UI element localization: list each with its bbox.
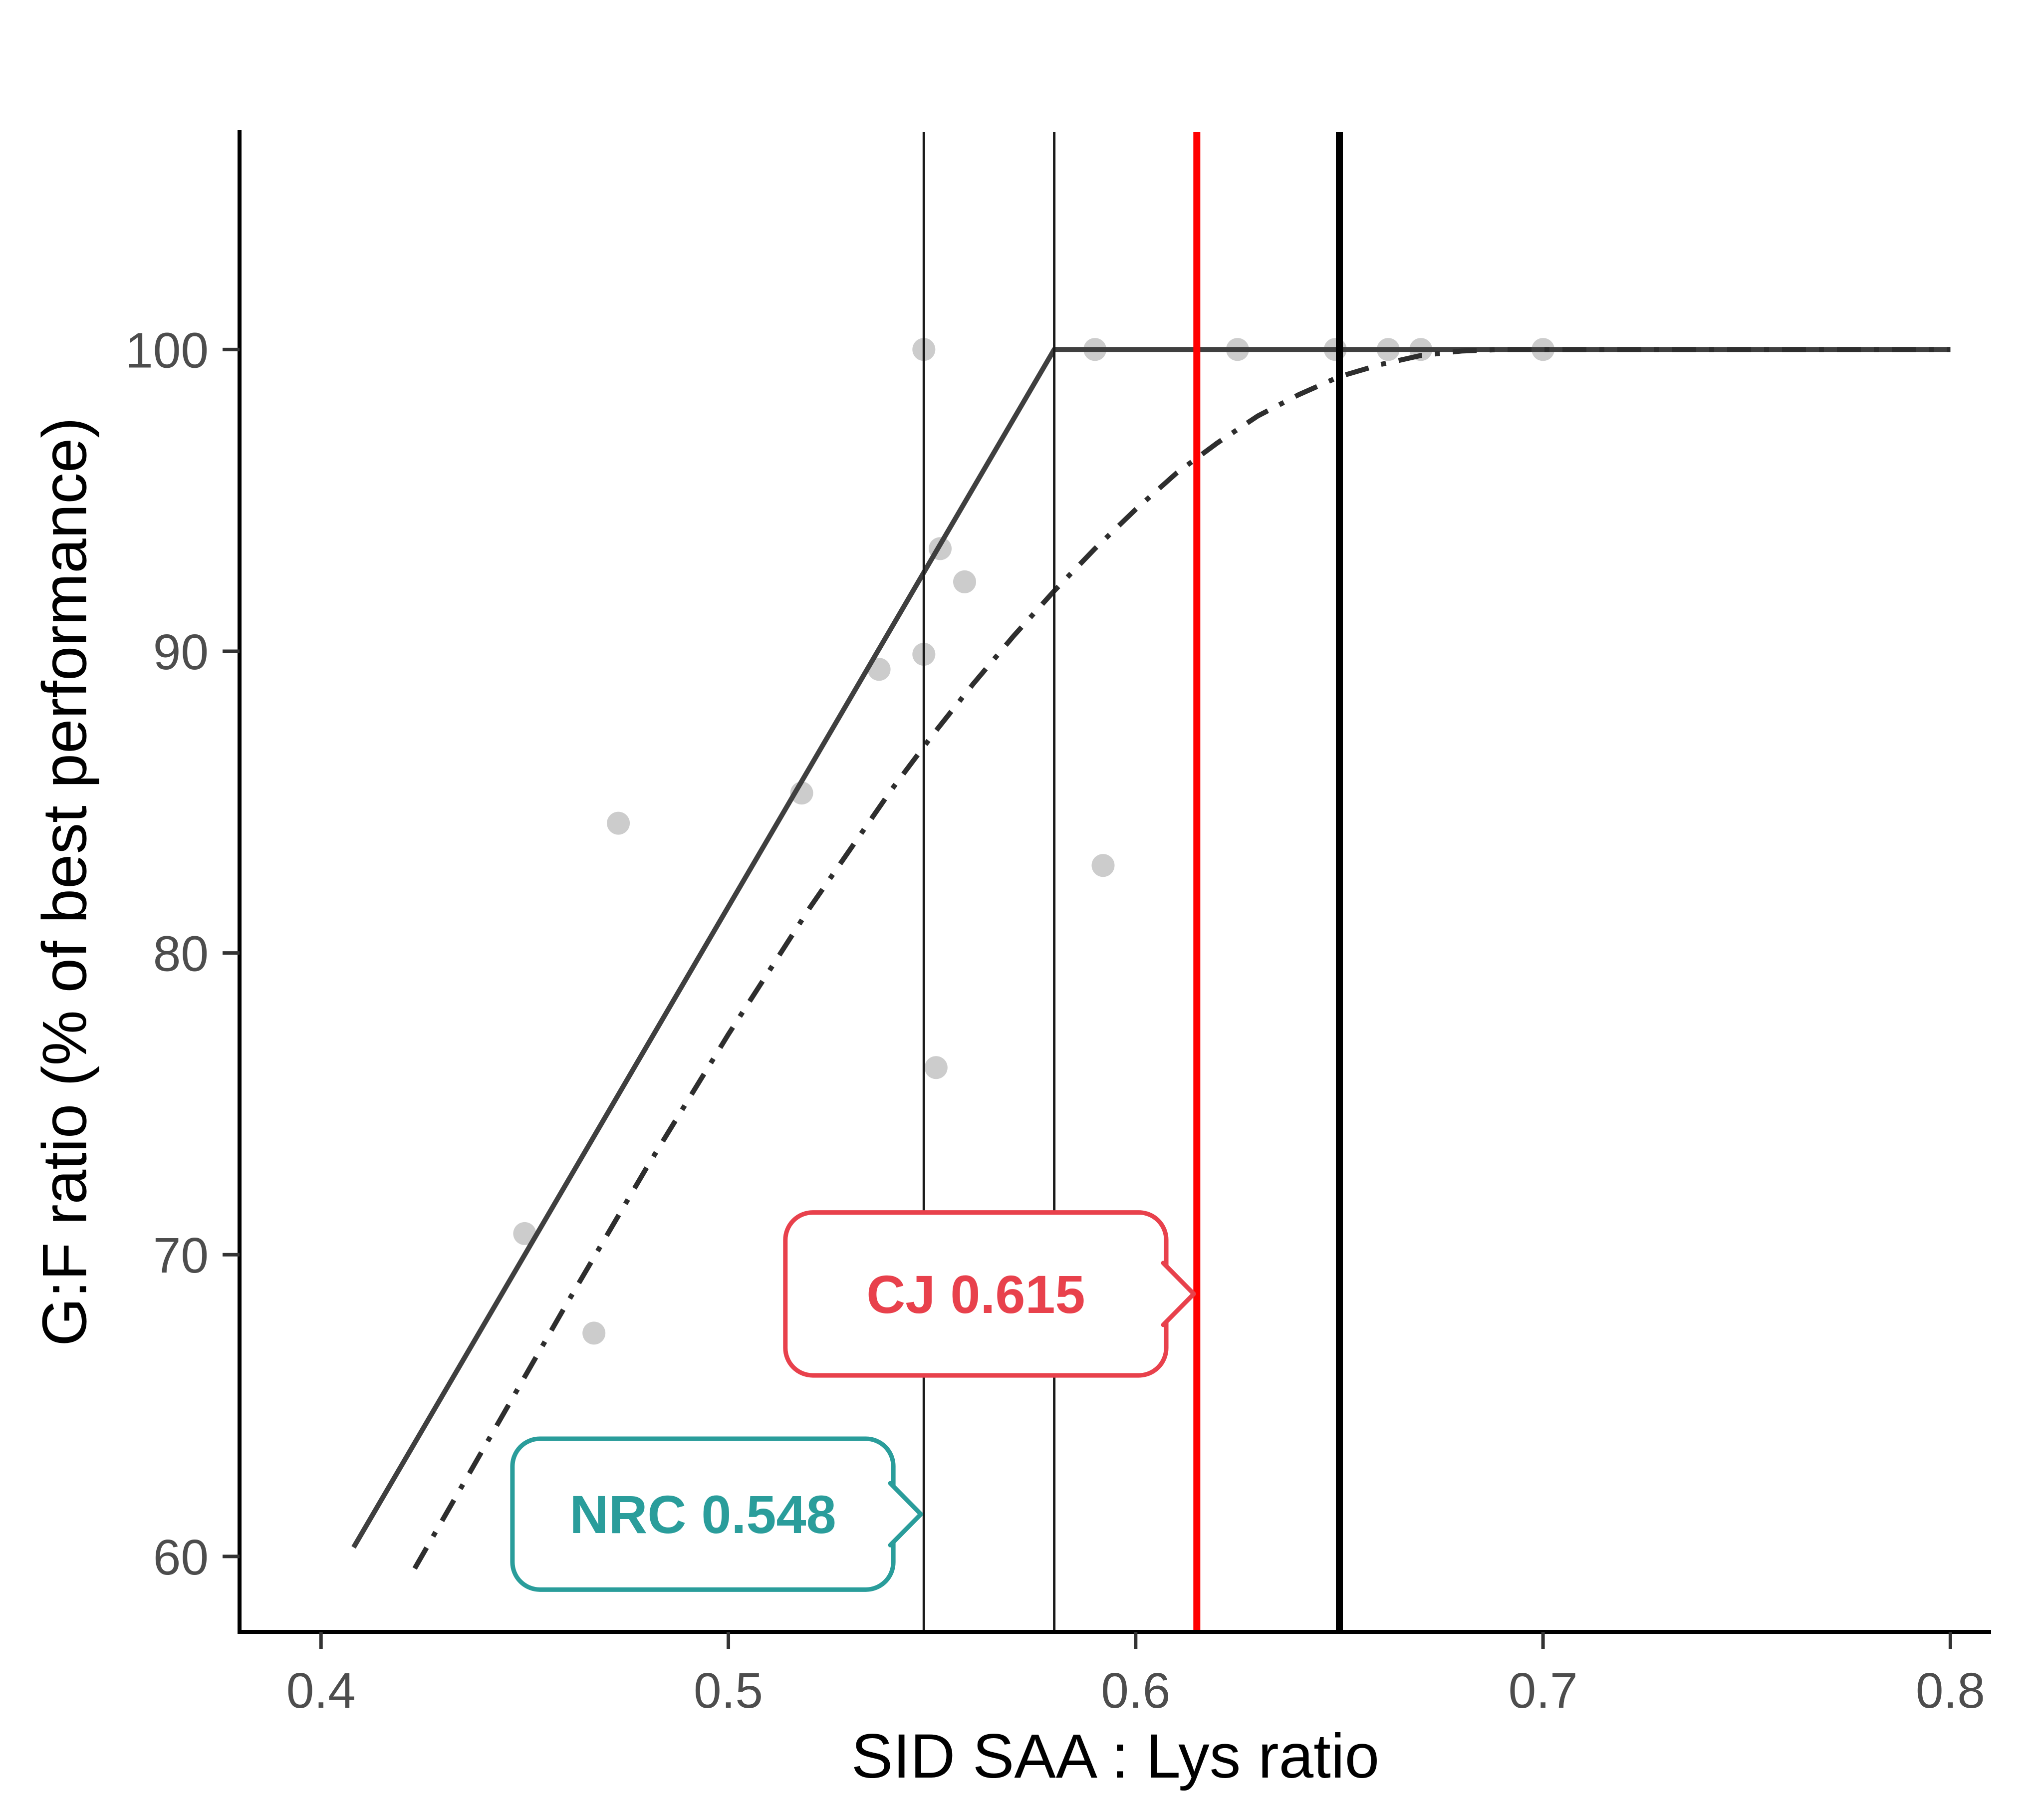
y-tick-label: 60 — [153, 1530, 209, 1585]
data-point — [1091, 854, 1115, 877]
y-tick-label: 70 — [153, 1228, 209, 1284]
data-point — [607, 811, 630, 835]
x-tick-label: 0.5 — [694, 1663, 763, 1719]
scatter-points — [513, 338, 1555, 1345]
x-tick-label: 0.7 — [1509, 1663, 1578, 1719]
x-axis-title: SID SAA : Lys ratio — [851, 1722, 1380, 1791]
annotation-label: NRC 0.548 — [569, 1484, 836, 1545]
y-axis-title: G:F ratio (% of best performance) — [30, 417, 100, 1346]
x-tick-label: 0.8 — [1916, 1663, 1985, 1719]
annotation-pointer — [1161, 1261, 1196, 1327]
y-tick-label: 90 — [153, 624, 209, 680]
data-point — [582, 1321, 606, 1345]
annotation-pointer — [888, 1481, 923, 1548]
annotation-nrc: NRC 0.548 — [510, 1436, 923, 1592]
x-tick-label: 0.4 — [286, 1663, 356, 1719]
data-point — [953, 570, 976, 593]
data-point — [513, 1222, 536, 1245]
y-tick-label: 100 — [125, 322, 209, 378]
annotation-label: CJ 0.615 — [866, 1264, 1085, 1324]
dash-dot-curve-line — [412, 347, 1951, 1570]
data-point — [924, 1056, 948, 1079]
annotation-cj: CJ 0.615 — [783, 1210, 1196, 1378]
x-tick-label: 0.6 — [1101, 1663, 1170, 1719]
y-tick-label: 80 — [153, 926, 209, 982]
